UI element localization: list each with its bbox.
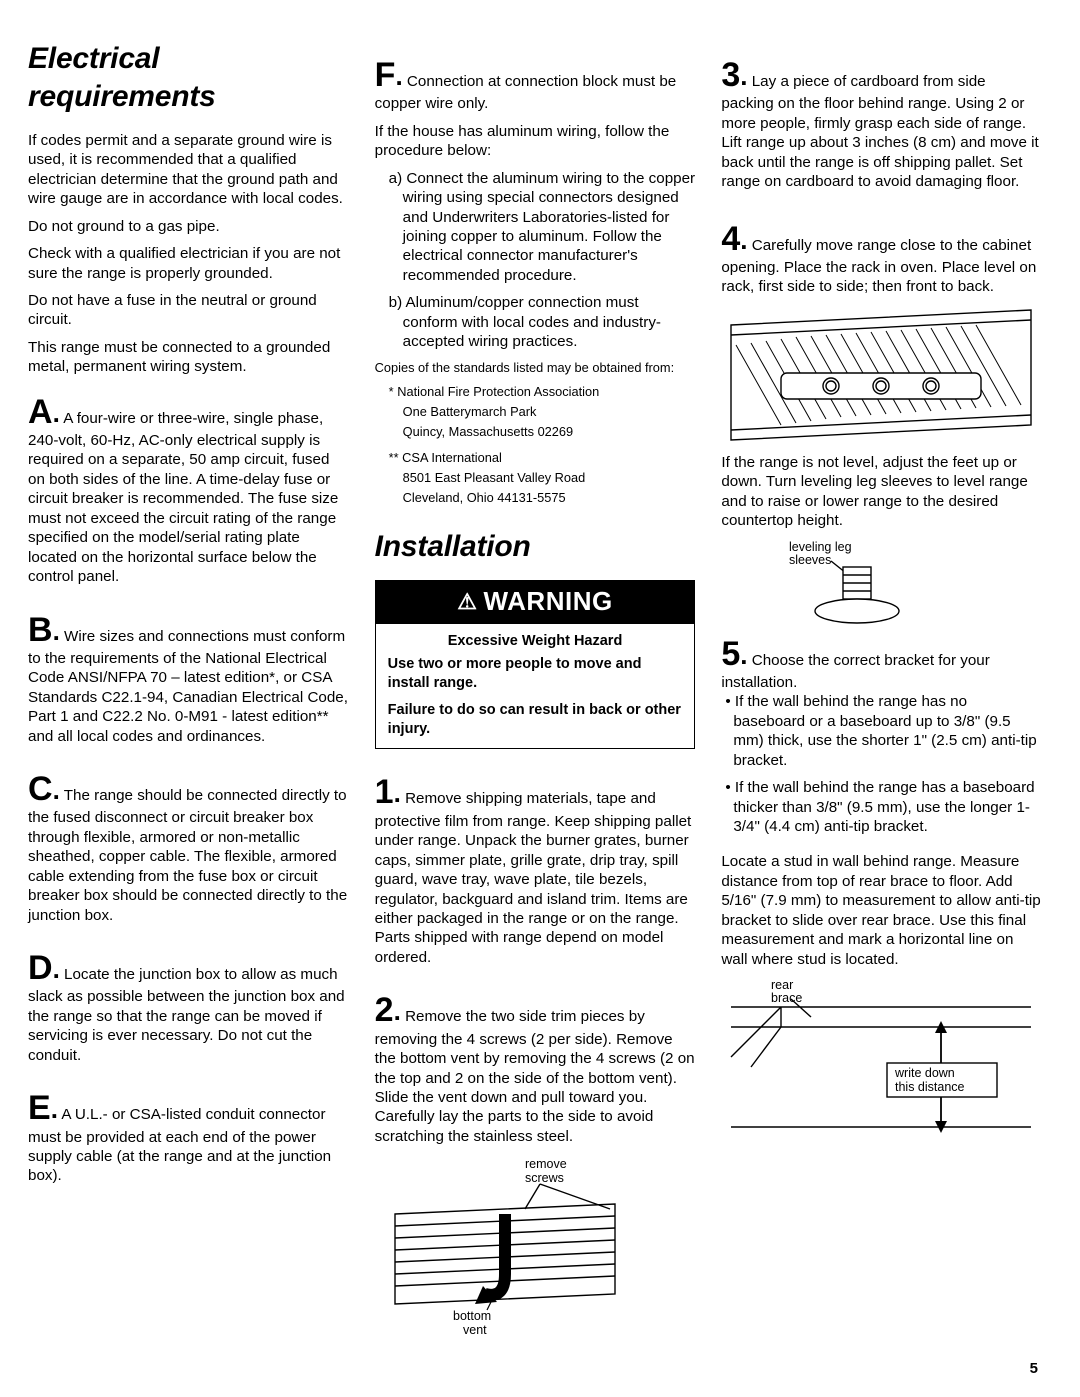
item-F: F. Connection at connection block must b… (375, 58, 696, 114)
columns: Electrical requirements If codes permit … (28, 40, 1042, 1342)
step-1: 1. Remove shipping materials, tape and p… (375, 775, 696, 967)
item-D: D. Locate the junction box to allow as m… (28, 951, 349, 1065)
fig3-label-brace: brace (771, 991, 802, 1005)
rear-brace-illustration: rear brace write down this distance (721, 977, 1041, 1147)
addr1a: * National Fire Protection Association (375, 384, 696, 400)
intro-p1: If codes permit and a separate ground wi… (28, 131, 349, 209)
intro-p5: This range must be connected to a ground… (28, 338, 349, 377)
f-b: b) Aluminum/copper connection must confo… (389, 293, 696, 351)
addr1c: Quincy, Massachusetts 02269 (375, 424, 696, 440)
warning-subhead: Excessive Weight Hazard (388, 632, 683, 651)
step-2: 2. Remove the two side trim pieces by re… (375, 993, 696, 1146)
addr2a: ** CSA International (375, 450, 696, 466)
fig1-label-screws: screws (525, 1171, 564, 1185)
intro-p3: Check with a qualified electrician if yo… (28, 244, 349, 283)
step-5-bullet-1: • If the wall behind the range has no ba… (721, 692, 1042, 770)
fig1-label-bottom: bottom (453, 1309, 491, 1323)
bottom-vent-illustration: remove screws bottom vent (375, 1154, 675, 1334)
addr2c: Cleveland, Ohio 44131-5575 (375, 490, 696, 506)
f-a: a) Connect the aluminum wiring to the co… (389, 169, 696, 286)
fig3-label-write: write down (894, 1066, 955, 1080)
text-C: The range should be connected directly t… (28, 787, 347, 924)
figure-leveling-leg: leveling leg sleeves (721, 539, 1042, 629)
step-5-text: Choose the correct bracket for your inst… (721, 652, 989, 691)
heading-electrical: Electrical requirements (28, 40, 349, 117)
intro-p4: Do not have a fuse in the neutral or gro… (28, 291, 349, 330)
step-5: 5. Choose the correct bracket for your i… (721, 637, 1042, 693)
text-D: Locate the junction box to allow as much… (28, 966, 345, 1064)
figure-level (721, 305, 1042, 445)
item-C: C. The range should be connected directl… (28, 772, 349, 925)
warning-body: Excessive Weight Hazard Use two or more … (376, 624, 695, 748)
step-1-text: Remove shipping materials, tape and prot… (375, 790, 692, 965)
f-sublist: a) Connect the aluminum wiring to the co… (375, 169, 696, 352)
warning-line1: Use two or more people to move and insta… (388, 655, 683, 693)
fig3-label-rear: rear (771, 978, 793, 992)
intro-p2: Do not ground to a gas pipe. (28, 217, 349, 236)
addr1: * National Fire Protection Association O… (375, 384, 696, 440)
figure-rear-brace: rear brace write down this distance (721, 977, 1042, 1147)
warning-line2: Failure to do so can result in back or o… (388, 701, 683, 739)
addr1b: One Batterymarch Park (375, 404, 696, 420)
fig1-label-remove: remove (525, 1157, 567, 1171)
text-A: A four-wire or three-wire, single phase,… (28, 410, 338, 585)
level-illustration (721, 305, 1041, 445)
column-2: F. Connection at connection block must b… (375, 40, 696, 1342)
text-E: A U.L.- or CSA-listed conduit connector … (28, 1106, 331, 1184)
item-E: E. A U.L.- or CSA-listed conduit connect… (28, 1091, 349, 1186)
step-4-after: If the range is not level, adjust the fe… (721, 453, 1042, 531)
page-number: 5 (1030, 1360, 1038, 1377)
step-2-text: Remove the two side trim pieces by remov… (375, 1008, 695, 1145)
step-5-after: Locate a stud in wall behind range. Meas… (721, 852, 1042, 969)
fig3-label-dist: this distance (895, 1080, 965, 1094)
item-B: B. Wire sizes and connections must confo… (28, 613, 349, 747)
addr2b: 8501 East Pleasant Valley Road (375, 470, 696, 486)
warning-title: WARNING (484, 586, 613, 616)
fig1-label-vent: vent (463, 1323, 487, 1334)
figure-bottom-vent: remove screws bottom vent (375, 1154, 696, 1334)
f-para: If the house has aluminum wiring, follow… (375, 122, 696, 161)
warning-icon: ⚠ (457, 588, 477, 616)
step-4-text: Carefully move range close to the cabine… (721, 237, 1036, 296)
fig2-label-l1: leveling leg (789, 540, 852, 554)
leveling-leg-illustration: leveling leg sleeves (721, 539, 921, 629)
addr2: ** CSA International 8501 East Pleasant … (375, 450, 696, 506)
fig2-label-l2: sleeves (789, 553, 831, 567)
step-3: 3. Lay a piece of cardboard from side pa… (721, 58, 1042, 192)
copies-note: Copies of the standards listed may be ob… (375, 360, 696, 376)
column-1: Electrical requirements If codes permit … (28, 40, 349, 1342)
intro-block: If codes permit and a separate ground wi… (28, 131, 349, 377)
item-A: A. A four-wire or three-wire, single pha… (28, 395, 349, 587)
step-5-bullet-2: • If the wall behind the range has a bas… (721, 778, 1042, 836)
warning-header: ⚠WARNING (376, 581, 695, 624)
text-F: Connection at connection block must be c… (375, 73, 677, 112)
warning-box: ⚠WARNING Excessive Weight Hazard Use two… (375, 580, 696, 749)
text-B: Wire sizes and connections must conform … (28, 628, 348, 745)
step-4: 4. Carefully move range close to the cab… (721, 222, 1042, 297)
step-3-text: Lay a piece of cardboard from side packi… (721, 73, 1038, 190)
column-3: 3. Lay a piece of cardboard from side pa… (721, 40, 1042, 1342)
page: Electrical requirements If codes permit … (0, 0, 1080, 1397)
heading-installation: Installation (375, 528, 696, 566)
